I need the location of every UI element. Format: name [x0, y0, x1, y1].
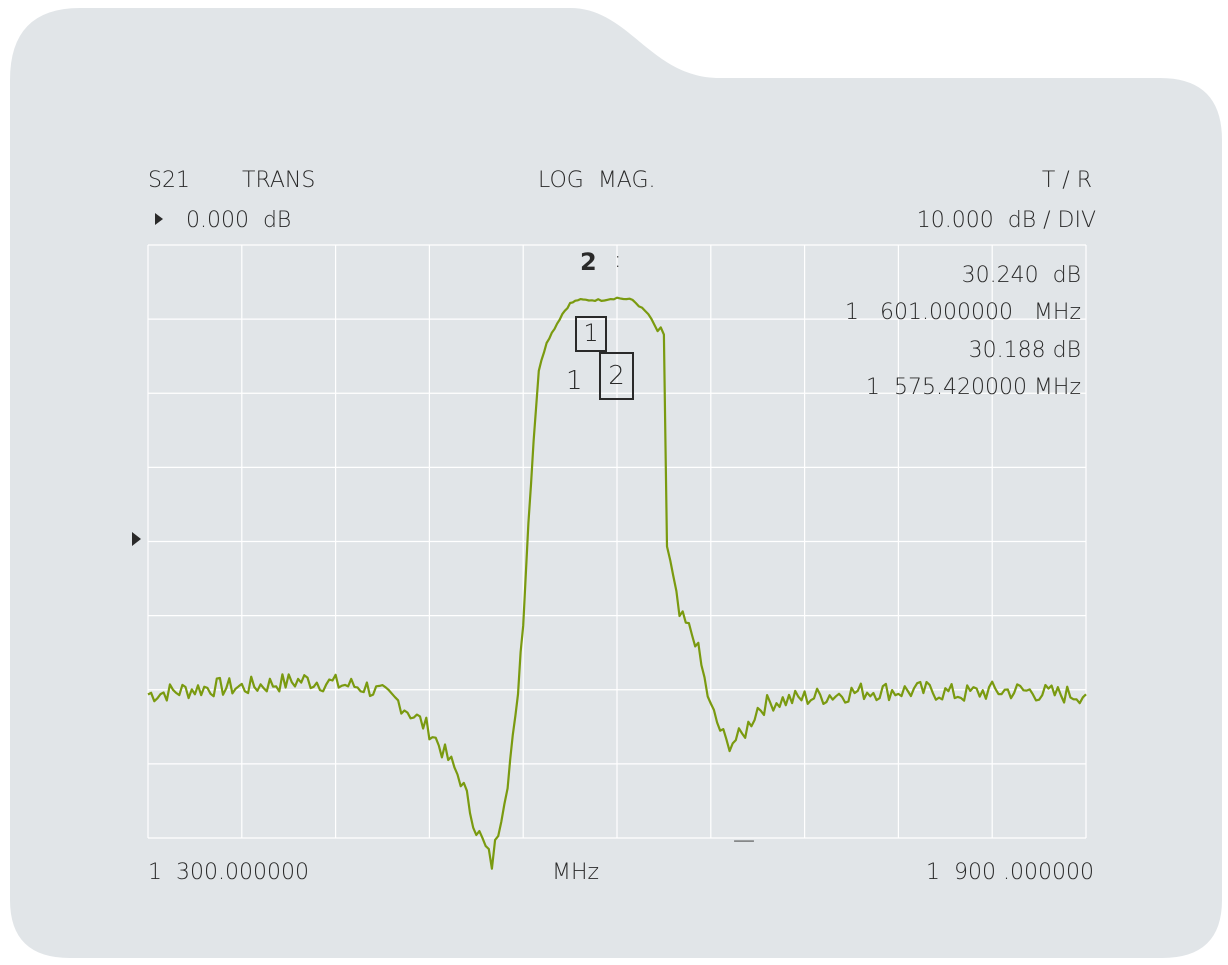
ref-level-value: 0.000 dB — [186, 208, 292, 233]
ref-level-arrow-icon — [155, 213, 163, 225]
marker1-value: 30.240 dB — [961, 263, 1081, 288]
marker1-frequency: 1 601.000000 MHz — [845, 300, 1081, 325]
screen-panel — [10, 8, 1222, 958]
scale-value: 10.000 dB / DIV — [916, 208, 1096, 233]
start-frequency: 1 300.000000 — [148, 860, 309, 885]
footer-bar: — — [733, 828, 755, 853]
measurement-mode-label: TRANS — [242, 168, 316, 193]
ref-position-arrow-icon — [132, 532, 141, 546]
format-label: LOG MAG. — [538, 168, 656, 193]
graticule — [147, 244, 1087, 839]
channel-label: T / R — [1041, 168, 1092, 193]
active-marker-number: 2 — [580, 248, 597, 276]
marker2-frequency: 1 575.420000 MHz — [865, 375, 1081, 400]
marker1-box: 1 — [575, 316, 607, 352]
s21-trace — [147, 296, 1087, 870]
marker2-box: 2 — [599, 352, 634, 400]
frequency-unit: MHz — [552, 860, 600, 885]
marker2-value: 30.188 dB — [968, 338, 1081, 363]
stop-frequency: 1 900 .000000 — [926, 860, 1094, 885]
marker2-prefix: 1 — [566, 366, 583, 396]
s-parameter-label: S21 — [148, 168, 190, 193]
active-marker-separator: : — [614, 248, 622, 273]
